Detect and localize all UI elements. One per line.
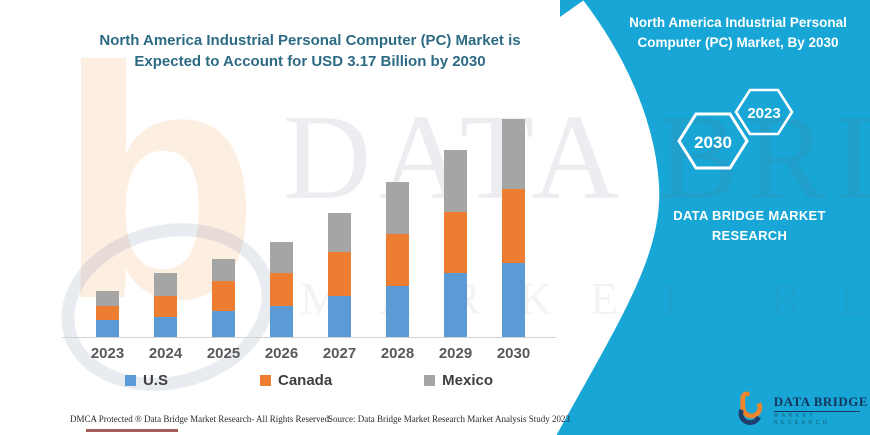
footer-accent-line <box>86 429 178 432</box>
logo-divider <box>773 411 860 412</box>
legend-item-mexico: Mexico <box>424 372 493 389</box>
legend-swatch-icon <box>124 375 136 386</box>
legend-label: U.S <box>142 372 168 389</box>
legend-item-canada: Canada <box>259 372 333 389</box>
legend-swatch-icon <box>424 375 436 386</box>
legend-label: Mexico <box>442 372 494 389</box>
hexagon-2023-icon <box>734 88 794 136</box>
chart-legend: U.S Canada Mexico <box>62 372 556 389</box>
hexagon-2030-icon <box>677 112 749 170</box>
hexagon-2023-label: 2023 <box>747 105 780 122</box>
banner-title: North America Industrial Personal Comput… <box>629 15 847 50</box>
company-logo: DATA BRIDGE MARKET RESEARCH <box>738 389 870 429</box>
chart-title: North America Industrial Personal Comput… <box>99 32 521 70</box>
legend-item-us: U.S <box>124 372 168 389</box>
hexagon-2030-label: 2030 <box>694 133 732 152</box>
legend-label: Canada <box>277 372 333 389</box>
banner-brand-name: DATA BRIDGE MARKET RESEARCH <box>673 208 826 243</box>
data-bridge-logo-icon <box>738 391 763 425</box>
dmca-notice: DMCA Protected ® Data Bridge Market Rese… <box>70 414 332 424</box>
logo-brand-name: DATA BRIDGE <box>773 394 869 409</box>
source-note: Source: Data Bridge Market Research Mark… <box>328 414 570 424</box>
legend-swatch-icon <box>259 375 271 386</box>
logo-tagline: MARKET RESEARCH <box>773 413 830 426</box>
